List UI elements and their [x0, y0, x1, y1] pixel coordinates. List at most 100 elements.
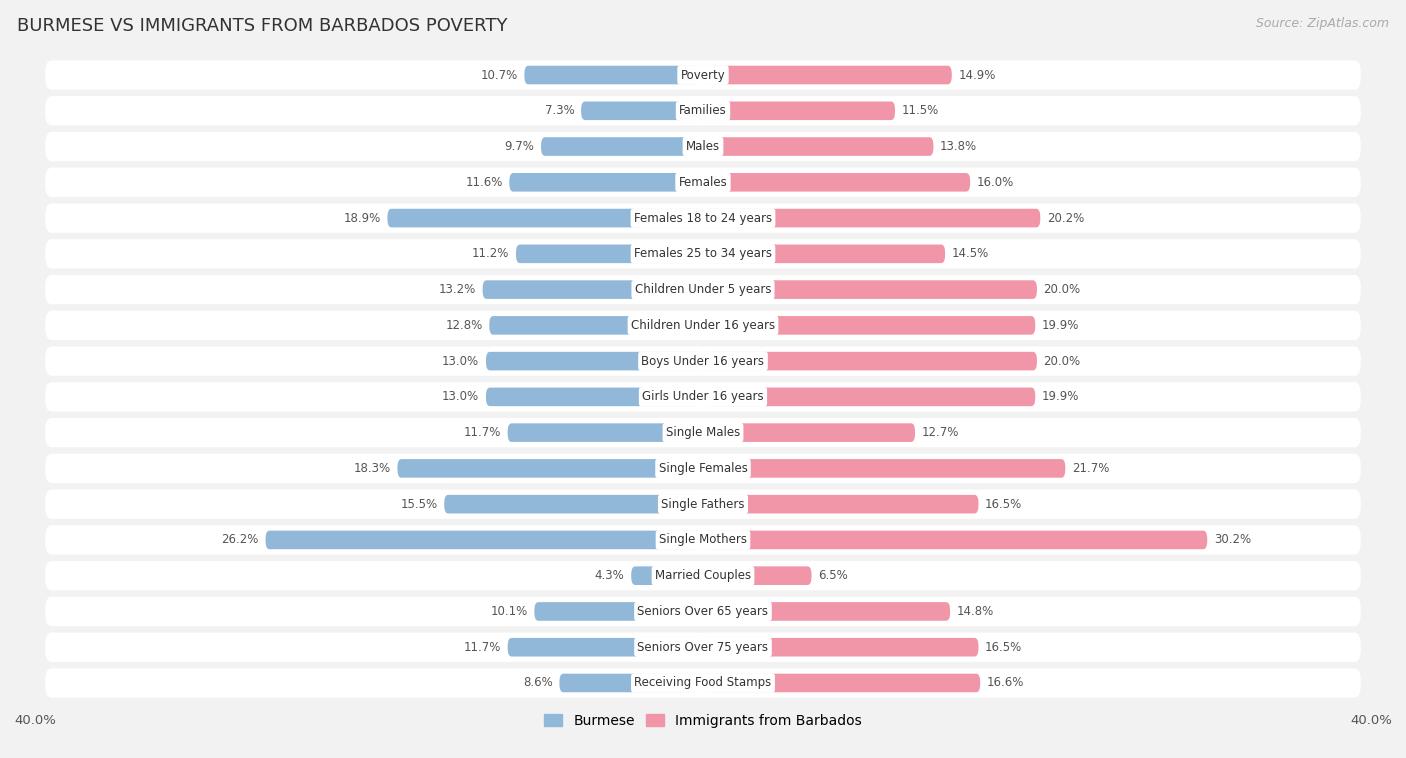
Text: Families: Families [679, 105, 727, 117]
Text: Females: Females [679, 176, 727, 189]
FancyBboxPatch shape [703, 245, 945, 263]
Text: 26.2%: 26.2% [222, 534, 259, 547]
FancyBboxPatch shape [486, 352, 703, 371]
FancyBboxPatch shape [703, 137, 934, 156]
FancyBboxPatch shape [703, 173, 970, 192]
Text: 11.6%: 11.6% [465, 176, 502, 189]
FancyBboxPatch shape [703, 280, 1036, 299]
Text: Single Mothers: Single Mothers [659, 534, 747, 547]
FancyBboxPatch shape [508, 424, 703, 442]
FancyBboxPatch shape [703, 566, 811, 585]
Text: Children Under 16 years: Children Under 16 years [631, 319, 775, 332]
Text: 13.0%: 13.0% [441, 355, 479, 368]
Text: Seniors Over 65 years: Seniors Over 65 years [637, 605, 769, 618]
Text: BURMESE VS IMMIGRANTS FROM BARBADOS POVERTY: BURMESE VS IMMIGRANTS FROM BARBADOS POVE… [17, 17, 508, 35]
FancyBboxPatch shape [703, 208, 1040, 227]
FancyBboxPatch shape [703, 424, 915, 442]
Legend: Burmese, Immigrants from Barbados: Burmese, Immigrants from Barbados [538, 708, 868, 734]
FancyBboxPatch shape [703, 387, 1035, 406]
Text: Seniors Over 75 years: Seniors Over 75 years [637, 641, 769, 653]
Text: Boys Under 16 years: Boys Under 16 years [641, 355, 765, 368]
Text: 12.7%: 12.7% [922, 426, 959, 439]
Text: 6.5%: 6.5% [818, 569, 848, 582]
Text: 11.7%: 11.7% [464, 641, 501, 653]
Text: Single Females: Single Females [658, 462, 748, 475]
FancyBboxPatch shape [45, 454, 1361, 483]
FancyBboxPatch shape [489, 316, 703, 334]
FancyBboxPatch shape [45, 96, 1361, 125]
FancyBboxPatch shape [45, 525, 1361, 555]
Text: 20.0%: 20.0% [1043, 355, 1081, 368]
Text: 18.3%: 18.3% [354, 462, 391, 475]
FancyBboxPatch shape [509, 173, 703, 192]
FancyBboxPatch shape [45, 132, 1361, 161]
FancyBboxPatch shape [482, 280, 703, 299]
FancyBboxPatch shape [703, 495, 979, 513]
Text: 11.2%: 11.2% [472, 247, 509, 260]
FancyBboxPatch shape [541, 137, 703, 156]
Text: 9.7%: 9.7% [505, 140, 534, 153]
FancyBboxPatch shape [444, 495, 703, 513]
FancyBboxPatch shape [266, 531, 703, 550]
Text: 16.5%: 16.5% [986, 498, 1022, 511]
Text: Married Couples: Married Couples [655, 569, 751, 582]
FancyBboxPatch shape [703, 674, 980, 692]
Text: 14.8%: 14.8% [956, 605, 994, 618]
FancyBboxPatch shape [524, 66, 703, 84]
FancyBboxPatch shape [631, 566, 703, 585]
FancyBboxPatch shape [45, 561, 1361, 590]
FancyBboxPatch shape [45, 275, 1361, 304]
Text: 16.5%: 16.5% [986, 641, 1022, 653]
Text: 11.5%: 11.5% [901, 105, 939, 117]
FancyBboxPatch shape [534, 602, 703, 621]
Text: 30.2%: 30.2% [1213, 534, 1251, 547]
FancyBboxPatch shape [45, 203, 1361, 233]
FancyBboxPatch shape [560, 674, 703, 692]
FancyBboxPatch shape [703, 352, 1036, 371]
FancyBboxPatch shape [703, 638, 979, 656]
FancyBboxPatch shape [45, 669, 1361, 697]
Text: Girls Under 16 years: Girls Under 16 years [643, 390, 763, 403]
Text: 13.0%: 13.0% [441, 390, 479, 403]
Text: 19.9%: 19.9% [1042, 390, 1080, 403]
FancyBboxPatch shape [45, 240, 1361, 268]
FancyBboxPatch shape [516, 245, 703, 263]
FancyBboxPatch shape [45, 418, 1361, 447]
FancyBboxPatch shape [508, 638, 703, 656]
FancyBboxPatch shape [45, 61, 1361, 89]
Text: 4.3%: 4.3% [595, 569, 624, 582]
FancyBboxPatch shape [703, 102, 896, 120]
Text: 10.7%: 10.7% [481, 68, 517, 82]
FancyBboxPatch shape [703, 602, 950, 621]
FancyBboxPatch shape [45, 168, 1361, 197]
Text: 19.9%: 19.9% [1042, 319, 1080, 332]
FancyBboxPatch shape [486, 387, 703, 406]
Text: 16.6%: 16.6% [987, 676, 1024, 690]
Text: 16.0%: 16.0% [977, 176, 1014, 189]
FancyBboxPatch shape [703, 316, 1035, 334]
Text: 14.9%: 14.9% [959, 68, 995, 82]
FancyBboxPatch shape [703, 531, 1208, 550]
Text: Receiving Food Stamps: Receiving Food Stamps [634, 676, 772, 690]
Text: Single Fathers: Single Fathers [661, 498, 745, 511]
Text: Males: Males [686, 140, 720, 153]
Text: 18.9%: 18.9% [343, 211, 381, 224]
Text: 10.1%: 10.1% [491, 605, 527, 618]
Text: 21.7%: 21.7% [1071, 462, 1109, 475]
FancyBboxPatch shape [703, 459, 1066, 478]
Text: 20.0%: 20.0% [1043, 283, 1081, 296]
Text: Poverty: Poverty [681, 68, 725, 82]
Text: 13.8%: 13.8% [941, 140, 977, 153]
Text: Single Males: Single Males [666, 426, 740, 439]
FancyBboxPatch shape [45, 490, 1361, 518]
Text: 14.5%: 14.5% [952, 247, 988, 260]
FancyBboxPatch shape [45, 382, 1361, 412]
FancyBboxPatch shape [45, 633, 1361, 662]
FancyBboxPatch shape [703, 66, 952, 84]
FancyBboxPatch shape [581, 102, 703, 120]
Text: 15.5%: 15.5% [401, 498, 437, 511]
Text: Children Under 5 years: Children Under 5 years [634, 283, 772, 296]
FancyBboxPatch shape [45, 346, 1361, 376]
Text: 8.6%: 8.6% [523, 676, 553, 690]
FancyBboxPatch shape [45, 597, 1361, 626]
